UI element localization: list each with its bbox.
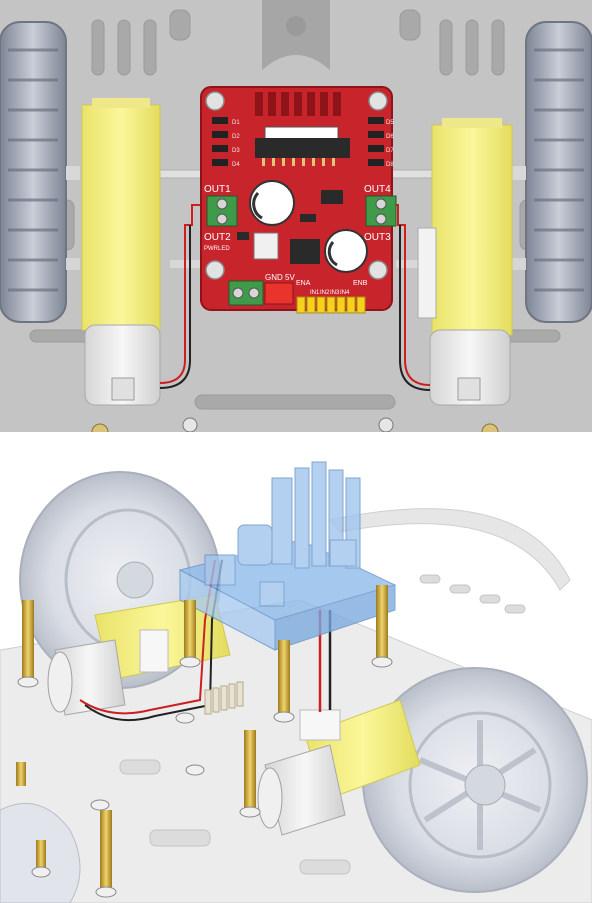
- iso-chassis-holes: [119, 574, 526, 875]
- standoff: [100, 810, 112, 890]
- diode-label: D8: [386, 162, 394, 168]
- left-output-terminal: [206, 195, 238, 227]
- smd-part: [300, 214, 316, 222]
- out4-label: OUT4: [364, 184, 391, 195]
- standoff: [376, 585, 388, 660]
- standoff: [244, 730, 256, 810]
- diode-label: D3: [232, 148, 240, 154]
- iso-driver-board: [178, 461, 397, 651]
- standoff: [278, 640, 290, 715]
- iso-header-pins: [204, 681, 244, 715]
- in-pin-label: IN3: [330, 290, 340, 296]
- diode-label: D4: [232, 162, 240, 168]
- right-gear-motor: [390, 118, 513, 406]
- iso-front-right-wheel: [362, 667, 588, 893]
- pwr-led: [237, 232, 249, 240]
- board-mount-holes: [205, 91, 388, 280]
- iso-right-gear-motor: [257, 699, 421, 836]
- power-terminal: [228, 280, 264, 306]
- in-pin-label: IN4: [340, 290, 350, 296]
- standoff: [16, 762, 26, 786]
- gnd-5v-label: GND 5V: [265, 273, 295, 282]
- right-diodes: D5 D6 D7 D8: [368, 117, 394, 168]
- right-output-terminal: [365, 195, 397, 227]
- in-pin-label: IN2: [320, 290, 330, 296]
- right-black-wire: [399, 225, 431, 391]
- iso-black-wire: [84, 559, 223, 722]
- left-black-wire: [159, 225, 191, 389]
- diode-label: D2: [232, 134, 240, 140]
- top-view-panel: D1 D2 D3 D4 D5 D6 D7 D8 OUT1 OUT2 OUT4 O…: [0, 0, 592, 441]
- inductor: [253, 232, 279, 260]
- ena-label: ENA: [296, 280, 311, 287]
- smd-chip: [321, 190, 343, 204]
- motor-can: [429, 329, 511, 406]
- iso-standoffs: [16, 585, 388, 890]
- 5v-jumper: [264, 282, 294, 305]
- heatsink: [255, 92, 341, 116]
- ic-pins: [262, 158, 335, 166]
- pwrled-label: PWRLED: [204, 246, 230, 252]
- motor-can: [84, 324, 161, 406]
- left-gear-motor: [81, 98, 200, 406]
- standoff: [184, 600, 196, 660]
- out1-label: OUT1: [204, 184, 231, 195]
- gearbox-housing: [431, 124, 513, 336]
- in-pin-labels: IN1 IN2 IN3 IN4: [310, 290, 350, 296]
- iso-screws: [17, 656, 393, 898]
- left-diodes: D1 D2 D3 D4: [212, 117, 240, 168]
- capacitor-top: [249, 180, 295, 226]
- right-wheel: [525, 21, 592, 323]
- signal-header: [296, 296, 366, 314]
- left-screw: [66, 258, 80, 270]
- left-wheel: [0, 21, 67, 323]
- standoff: [36, 840, 46, 870]
- left-axle: [66, 166, 80, 180]
- diode-label: D1: [232, 120, 240, 126]
- right-screw: [512, 258, 526, 270]
- iso-red-wire: [79, 559, 216, 715]
- out3-label: OUT3: [364, 232, 391, 243]
- driver-ic: [255, 138, 350, 158]
- out2-label: OUT2: [204, 232, 231, 243]
- regulator-chip: [290, 239, 320, 264]
- gearbox-housing: [81, 104, 161, 331]
- isometric-view-panel: [0, 440, 592, 903]
- standoff: [22, 600, 34, 680]
- enb-label: ENB: [353, 280, 368, 287]
- iso-heatsink: [271, 461, 361, 569]
- diode-label: D5: [386, 120, 394, 126]
- diode-label: D6: [386, 134, 394, 140]
- driver-ic-tab: [264, 126, 339, 140]
- right-axle: [512, 166, 526, 180]
- in-pin-label: IN1: [310, 290, 320, 296]
- right-bolt: [396, 260, 426, 268]
- diode-label: D7: [386, 148, 394, 154]
- iso-chassis-arc: [329, 508, 571, 591]
- motor-driver-board: D1 D2 D3 D4 D5 D6 D7 D8 OUT1 OUT2 OUT4 O…: [200, 86, 397, 314]
- mount-hole: [286, 16, 306, 36]
- capacitor-bottom: [324, 229, 368, 273]
